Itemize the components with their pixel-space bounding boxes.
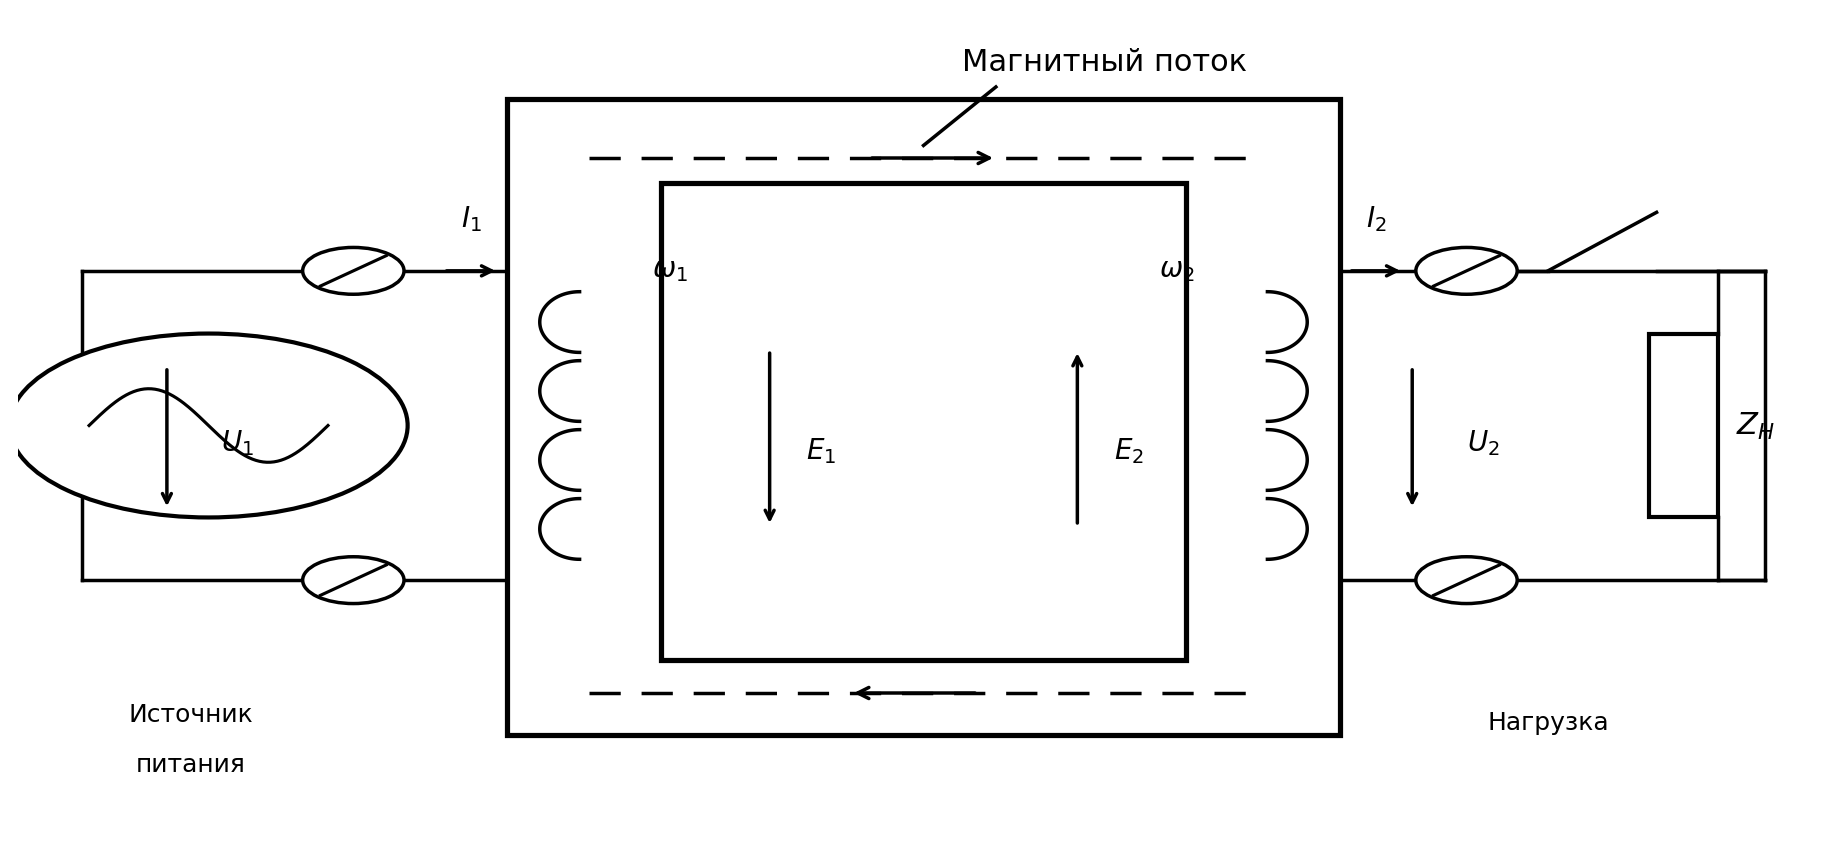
Text: $I_2$: $I_2$ <box>1365 204 1387 234</box>
Text: $I_1$: $I_1$ <box>460 204 482 234</box>
Text: $\omega_2$: $\omega_2$ <box>1160 257 1195 284</box>
Bar <box>661 184 1186 659</box>
Text: $U_2$: $U_2$ <box>1467 428 1500 458</box>
Text: $E_2$: $E_2$ <box>1114 436 1143 466</box>
Text: $\omega_1$: $\omega_1$ <box>652 257 687 284</box>
Text: Источник: Источник <box>127 702 253 726</box>
Text: $U_1$: $U_1$ <box>222 428 255 458</box>
Text: $Z_H$: $Z_H$ <box>1736 411 1775 441</box>
Circle shape <box>1417 248 1516 295</box>
Circle shape <box>303 557 404 604</box>
Bar <box>508 101 1339 735</box>
Circle shape <box>303 248 404 295</box>
Text: Магнитный поток: Магнитный поток <box>962 49 1247 78</box>
Circle shape <box>1417 557 1516 604</box>
Text: $E_1$: $E_1$ <box>805 436 837 466</box>
Bar <box>1649 334 1718 518</box>
Circle shape <box>9 334 408 518</box>
Text: питания: питания <box>135 752 246 776</box>
Text: Нагрузка: Нагрузка <box>1487 711 1609 734</box>
